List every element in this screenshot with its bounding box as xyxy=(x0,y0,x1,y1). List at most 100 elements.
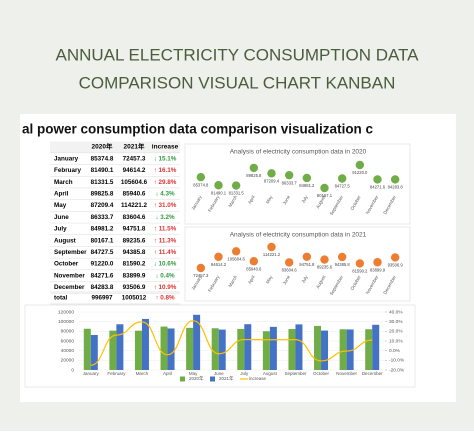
y2-tick-label: -10.0% xyxy=(389,358,405,364)
x-tick-label: April xyxy=(247,275,256,285)
y-tick-label: 0 xyxy=(71,367,74,373)
cell: 84727.5 xyxy=(91,249,114,256)
cell: 89825.8 xyxy=(91,190,114,197)
x-tick-label: September xyxy=(284,371,307,376)
data-label: 81590.2 xyxy=(352,269,368,274)
dot xyxy=(196,263,206,273)
cell: ↑ 11.5% xyxy=(154,226,177,233)
cell: 83899.9 xyxy=(123,272,146,279)
dot xyxy=(337,174,347,183)
cell: ↑ 31.0% xyxy=(154,202,177,209)
data-label: 85940.6 xyxy=(246,266,262,271)
x-tick-label: January xyxy=(83,371,100,376)
cell: 86333.7 xyxy=(91,214,114,221)
bar xyxy=(269,326,277,370)
row-label: August xyxy=(54,237,77,244)
row-label: total xyxy=(54,295,68,302)
x-tick-label: June xyxy=(282,274,291,285)
x-tick-label: March xyxy=(227,274,238,288)
dot xyxy=(267,242,276,252)
x-tick-label: October xyxy=(313,371,330,376)
x-tick-label: August xyxy=(315,274,327,289)
cell: ↑ 29.8% xyxy=(154,179,177,186)
bar xyxy=(262,331,270,370)
bar xyxy=(244,324,252,370)
bar xyxy=(372,324,380,370)
cell: 81331.5 xyxy=(91,179,114,186)
data-label: 114221.2 xyxy=(263,252,281,257)
y-tick-label: 100000 xyxy=(58,319,74,325)
bar xyxy=(160,326,168,370)
dot xyxy=(390,253,400,262)
column-header: increase xyxy=(152,144,179,151)
cell: 105604.6 xyxy=(121,179,148,186)
y2-tick-label: 20.0% xyxy=(389,329,403,335)
cell: 81490.1 xyxy=(91,167,114,174)
x-tick-label: May xyxy=(265,194,274,205)
dot xyxy=(302,252,312,261)
data-label: 94385.8 xyxy=(335,262,351,267)
column-header: 2021年 xyxy=(124,142,145,151)
x-tick-label: August xyxy=(263,371,278,376)
cell: 85374.8 xyxy=(91,155,114,162)
dot xyxy=(284,258,294,267)
data-label: 83899.9 xyxy=(370,267,386,272)
row-label: November xyxy=(54,272,85,279)
dot xyxy=(337,252,347,262)
row-label: October xyxy=(54,261,79,268)
x-tick-label: July xyxy=(240,371,249,376)
data-label: 84271.6 xyxy=(370,185,386,190)
y2-tick-label: 40.0% xyxy=(389,309,403,315)
cell: ↓ 0.4% xyxy=(155,272,175,279)
dot xyxy=(373,175,382,184)
data-label: 105604.6 xyxy=(227,256,245,261)
chart-frame xyxy=(184,143,411,225)
legend-swatch xyxy=(180,376,185,382)
row-label: March xyxy=(54,179,73,186)
cell: ↓ 15.1% xyxy=(154,155,177,162)
cell: ↑ 11.3% xyxy=(154,237,177,244)
data-label: 84981.2 xyxy=(299,183,315,188)
cell: 81590.2 xyxy=(123,261,146,268)
cell: 94751.8 xyxy=(123,226,146,233)
cell: 94614.2 xyxy=(123,167,146,174)
row-label: February xyxy=(54,167,81,174)
row-label: April xyxy=(54,190,69,197)
dot xyxy=(231,181,241,190)
cell: 94385.8 xyxy=(123,249,146,256)
cell: 80167.1 xyxy=(91,237,114,244)
dot xyxy=(249,257,259,266)
data-label: 72457.3 xyxy=(193,273,209,278)
y-tick-label: 80000 xyxy=(61,329,75,335)
bar xyxy=(365,329,373,370)
x-tick-label: May xyxy=(265,274,274,285)
dot xyxy=(390,175,400,184)
x-tick-label: April xyxy=(247,195,256,205)
row-label: January xyxy=(54,155,79,162)
data-label: 84727.5 xyxy=(335,184,351,189)
data-label: 86333.7 xyxy=(282,180,298,185)
cell: ↓ 3.2% xyxy=(155,214,175,221)
dot xyxy=(267,169,276,178)
data-label: 81490.1 xyxy=(211,190,227,195)
bar xyxy=(116,324,124,370)
dot xyxy=(355,160,365,170)
x-tick-label: March xyxy=(136,371,149,376)
x-tick-label: June xyxy=(282,194,291,205)
chart-frame xyxy=(184,226,411,302)
bar xyxy=(141,318,149,370)
y2-tick-label: 30.0% xyxy=(389,319,403,325)
data-label: 80167.1 xyxy=(317,193,333,198)
cell: ↑ 10.9% xyxy=(154,284,177,291)
dot xyxy=(284,170,294,180)
bar xyxy=(90,334,98,370)
y2-tick-label: 0.0% xyxy=(389,348,401,354)
row-label: June xyxy=(54,214,69,221)
y-tick-label: 60000 xyxy=(61,338,75,344)
column-header: 2020年 xyxy=(92,142,113,151)
data-label: 93506.9 xyxy=(388,263,404,268)
legend-label: 2021年 xyxy=(219,375,234,382)
cell: 84271.6 xyxy=(91,272,114,279)
